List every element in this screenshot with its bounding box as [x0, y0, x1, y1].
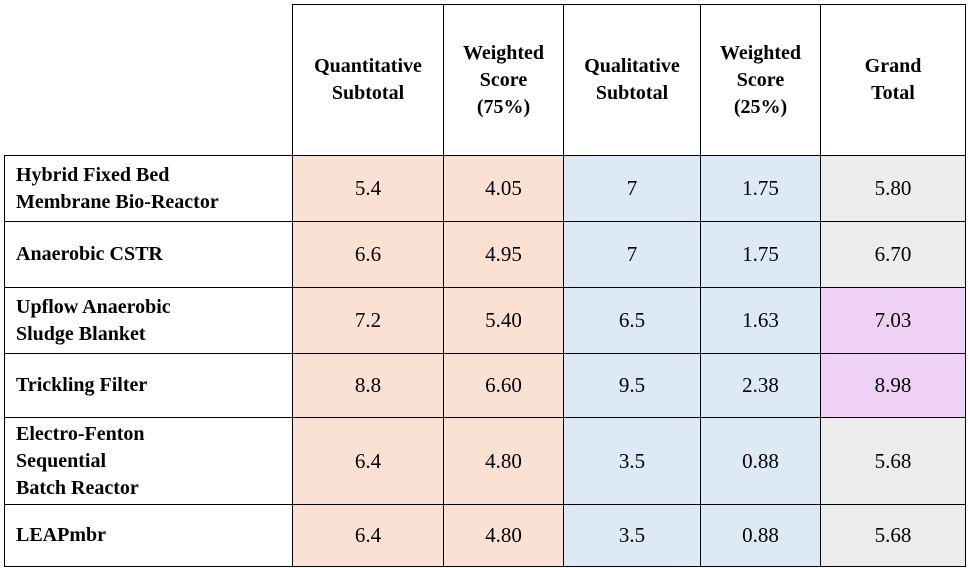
quant-subtotal-cell: 6.6: [292, 221, 444, 288]
weighted-75-cell: 6.60: [443, 353, 564, 418]
grand-total-cell-highlighted: 8.98: [820, 353, 966, 418]
table-row: Trickling Filter 8.8 6.60 9.5 2.38 8.98: [4, 353, 966, 418]
grand-total-cell: 5.68: [820, 417, 966, 505]
grand-total-cell: 5.80: [820, 155, 966, 222]
row-label: Upflow Anaerobic Sludge Blanket: [4, 287, 293, 354]
scoring-table: Quantitative Subtotal Weighted Score (75…: [4, 4, 966, 567]
quant-subtotal-cell: 8.8: [292, 353, 444, 418]
weighted-75-cell: 4.80: [443, 504, 564, 567]
qual-subtotal-cell: 6.5: [563, 287, 701, 354]
weighted-25-cell: 0.88: [700, 417, 821, 505]
weighted-75-cell: 5.40: [443, 287, 564, 354]
row-label: Anaerobic CSTR: [4, 221, 293, 288]
row-label: Trickling Filter: [4, 353, 293, 418]
table-row: Electro-Fenton Sequential Batch Reactor …: [4, 417, 966, 505]
grand-total-cell: 5.68: [820, 504, 966, 567]
weighted-25-cell: 0.88: [700, 504, 821, 567]
quant-subtotal-cell: 5.4: [292, 155, 444, 222]
qual-subtotal-cell: 3.5: [563, 417, 701, 505]
header-quantitative-subtotal: Quantitative Subtotal: [292, 4, 444, 156]
grand-total-cell-highlighted: 7.03: [820, 287, 966, 354]
weighted-25-cell: 1.75: [700, 221, 821, 288]
weighted-25-cell: 1.63: [700, 287, 821, 354]
table-row: Anaerobic CSTR 6.6 4.95 7 1.75 6.70: [4, 221, 966, 288]
weighted-25-cell: 2.38: [700, 353, 821, 418]
header-corner: [4, 4, 293, 156]
header-weighted-score-25: Weighted Score (25%): [700, 4, 821, 156]
header-qualitative-subtotal: Qualitative Subtotal: [563, 4, 701, 156]
quant-subtotal-cell: 6.4: [292, 504, 444, 567]
table-row: Upflow Anaerobic Sludge Blanket 7.2 5.40…: [4, 287, 966, 354]
qual-subtotal-cell: 7: [563, 155, 701, 222]
quant-subtotal-cell: 7.2: [292, 287, 444, 354]
grand-total-cell: 6.70: [820, 221, 966, 288]
row-label: Hybrid Fixed Bed Membrane Bio-Reactor: [4, 155, 293, 222]
quant-subtotal-cell: 6.4: [292, 417, 444, 505]
header-grand-total: Grand Total: [820, 4, 966, 156]
row-label: Electro-Fenton Sequential Batch Reactor: [4, 417, 293, 505]
weighted-75-cell: 4.80: [443, 417, 564, 505]
weighted-75-cell: 4.05: [443, 155, 564, 222]
weighted-75-cell: 4.95: [443, 221, 564, 288]
row-label: LEAPmbr: [4, 504, 293, 567]
weighted-25-cell: 1.75: [700, 155, 821, 222]
qual-subtotal-cell: 7: [563, 221, 701, 288]
table-row: Hybrid Fixed Bed Membrane Bio-Reactor 5.…: [4, 155, 966, 222]
qual-subtotal-cell: 9.5: [563, 353, 701, 418]
qual-subtotal-cell: 3.5: [563, 504, 701, 567]
header-weighted-score-75: Weighted Score (75%): [443, 4, 564, 156]
header-row: Quantitative Subtotal Weighted Score (75…: [4, 4, 966, 156]
table-row: LEAPmbr 6.4 4.80 3.5 0.88 5.68: [4, 504, 966, 567]
